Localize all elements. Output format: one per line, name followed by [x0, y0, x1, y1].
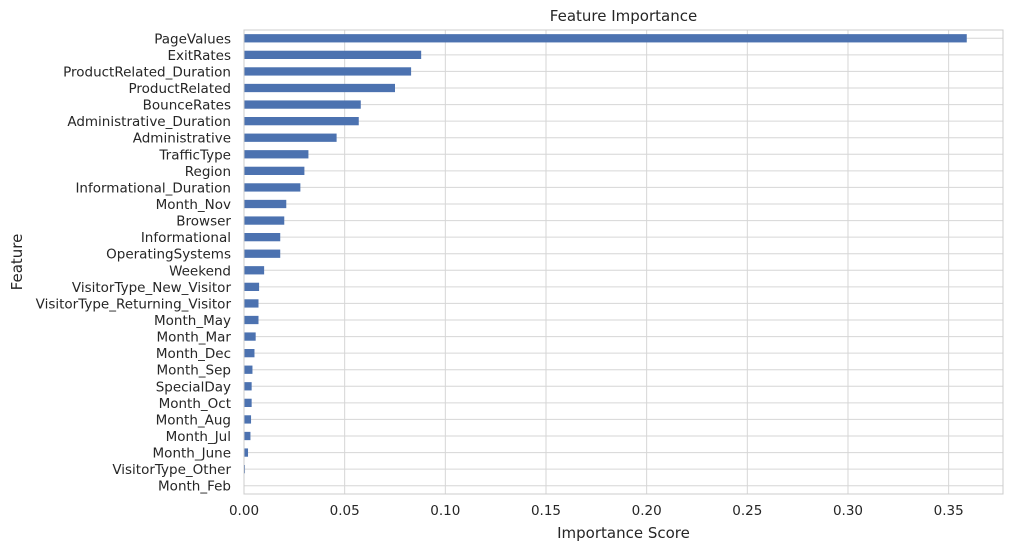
y-tick-label: OperatingSystems — [106, 247, 231, 263]
bar-month-dec — [244, 349, 255, 358]
x-tick-label: 0.00 — [229, 503, 259, 519]
y-tick-label: ProductRelated_Duration — [63, 64, 231, 80]
y-tick-label: Weekend — [169, 263, 231, 279]
y-tick-labels: PageValuesExitRatesProductRelated_Durati… — [36, 31, 232, 494]
x-axis-title: Importance Score — [557, 524, 690, 542]
y-tick-label: BounceRates — [143, 98, 231, 114]
bar-informational-duration — [244, 183, 301, 192]
y-tick-label: SpecialDay — [156, 379, 231, 395]
y-tick-label: Month_May — [154, 313, 231, 329]
y-tick-label: Month_June — [153, 446, 231, 462]
y-tick-label: PageValues — [154, 31, 231, 47]
bar-month-mar — [244, 332, 256, 341]
y-tick-label: Month_Aug — [156, 412, 231, 428]
bar-browser — [244, 216, 285, 225]
bar-month-june — [244, 448, 249, 457]
bar-month-jul — [244, 431, 251, 441]
bar-specialday — [244, 382, 252, 391]
bar-productrelated-duration — [244, 67, 412, 76]
bar-administrative-duration — [244, 117, 359, 126]
y-tick-label: Month_Dec — [156, 346, 231, 362]
bar-operatingsystems — [244, 249, 281, 258]
x-tick-labels: 0.00 0.05 0.10 0.15 0.20 0.25 0.30 0.35 — [229, 503, 964, 519]
bar-pagevalues — [244, 34, 967, 43]
x-tick-label: 0.05 — [330, 503, 360, 519]
y-tick-label: Informational_Duration — [75, 180, 231, 196]
y-tick-label: Month_Sep — [156, 363, 231, 379]
bar-month-oct — [244, 398, 252, 407]
y-tick-label: Region — [185, 164, 231, 180]
plot-frame — [243, 29, 1004, 495]
bar-bouncerates — [244, 100, 361, 109]
bar-traffictype — [244, 150, 309, 159]
bar-month-nov — [244, 199, 287, 209]
y-tick-label: TrafficType — [158, 147, 231, 163]
y-tick-label: Month_Feb — [158, 479, 231, 495]
y-tick-label: Month_Mar — [156, 330, 231, 346]
y-tick-label: VisitorType_Other — [112, 462, 231, 478]
grid-layer — [243, 30, 1003, 494]
y-tick-label: Administrative_Duration — [67, 114, 231, 130]
bar-administrative — [244, 133, 337, 142]
y-tick-label: ExitRates — [167, 48, 231, 64]
bar-month-sep — [244, 365, 253, 374]
bar-month-aug — [244, 415, 252, 424]
x-tick-label: 0.15 — [531, 503, 561, 519]
x-tick-label: 0.10 — [430, 503, 460, 519]
bar-informational — [244, 233, 281, 242]
y-tick-label: VisitorType_New_Visitor — [72, 280, 232, 296]
y-axis-title: Feature — [8, 234, 26, 291]
y-tick-label: Month_Oct — [159, 396, 231, 412]
y-tick-label: VisitorType_Returning_Visitor — [36, 296, 232, 312]
bar-visitortype-returning-visitor — [244, 299, 259, 308]
x-tick-label: 0.30 — [833, 503, 863, 519]
bar-month-may — [244, 315, 259, 325]
bar-region — [244, 166, 305, 175]
y-tick-label: Month_Jul — [166, 429, 231, 445]
bars-layer — [244, 34, 967, 474]
x-tick-label: 0.25 — [732, 503, 762, 519]
x-tick-label: 0.20 — [632, 503, 662, 519]
x-tick-label: 0.35 — [934, 503, 964, 519]
bar-productrelated — [244, 83, 395, 93]
chart-title: Feature Importance — [550, 7, 697, 25]
bar-visitortype-other — [244, 465, 246, 474]
bar-weekend — [244, 266, 265, 275]
y-tick-label: ProductRelated — [128, 81, 231, 97]
y-tick-label: Browser — [176, 214, 231, 230]
y-tick-label: Month_Nov — [156, 197, 231, 213]
y-tick-label: Informational — [141, 230, 231, 246]
y-tick-label: Administrative — [133, 131, 231, 147]
bar-exitrates — [244, 50, 422, 59]
bar-visitortype-new-visitor — [244, 282, 260, 291]
